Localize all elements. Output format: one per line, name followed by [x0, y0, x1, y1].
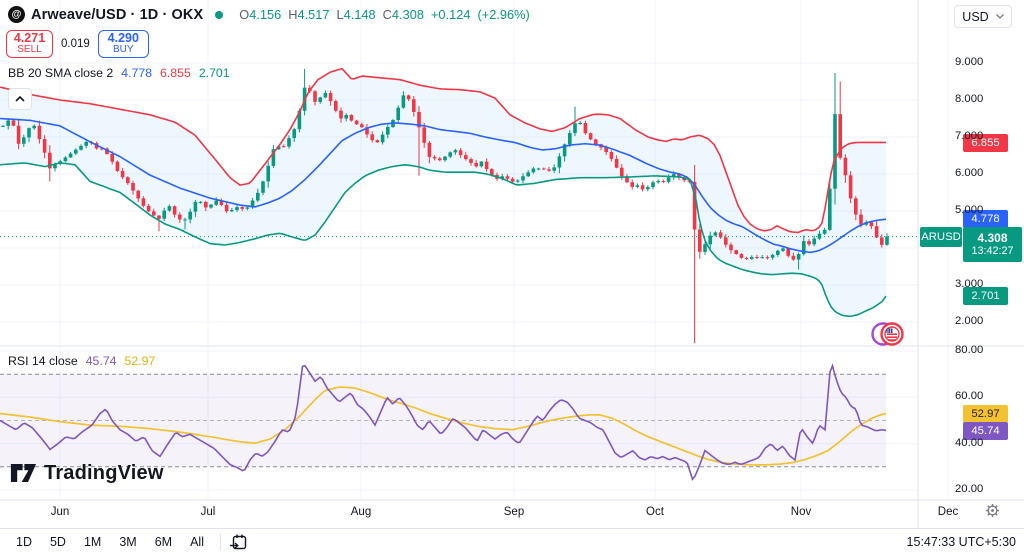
rsi-axis-label: 40.00: [955, 437, 984, 449]
rsi-ma-value: 52.97: [124, 354, 156, 368]
tradingview-watermark[interactable]: TradingView: [10, 461, 164, 485]
buy-label: BUY: [113, 44, 134, 56]
price-axis-label: 5.000: [955, 204, 984, 216]
high-value: 4.517: [297, 7, 330, 22]
buy-price: 4.290: [107, 31, 139, 46]
time-axis-label-dec: Dec: [937, 506, 959, 518]
buy-button[interactable]: 4.290 BUY: [97, 30, 149, 58]
last-price-axis-badge: 4.308 13:42:27: [963, 227, 1022, 262]
rsi-ma-axis-badge: 52.97: [963, 405, 1008, 423]
close-label: C: [382, 7, 392, 22]
rsi-label: RSI 14 close: [8, 354, 78, 368]
price-axis-label: 3.000: [955, 278, 984, 290]
rsi-axis-label: 80.00: [955, 344, 984, 356]
arweave-logo-icon: @: [8, 6, 25, 23]
symbol-axis-badge: ARUSD: [920, 227, 962, 247]
bar-countdown: 13:42:27: [971, 245, 1014, 258]
time-axis-label-nov: Nov: [790, 506, 812, 518]
bb-upper-axis-badge: 6.855: [963, 134, 1008, 152]
change-percent: (+2.96%): [477, 7, 530, 22]
open-label: O: [239, 7, 250, 22]
symbol-title[interactable]: Arweave/USD · 1D · OKX: [31, 6, 204, 23]
bb-basis-value: 4.778: [121, 66, 153, 80]
range-button-5d[interactable]: 5D: [49, 535, 66, 549]
time-axis-label-jun: Jun: [50, 506, 70, 518]
rsi-value: 45.74: [85, 354, 117, 368]
open-value: 4.156: [249, 7, 282, 22]
symbol-legend[interactable]: @ Arweave/USD · 1D · OKX O4.156 H4.517 L…: [8, 6, 530, 23]
time-axis-label-oct: Oct: [646, 506, 664, 518]
watermark-text: TradingView: [44, 461, 164, 484]
range-button-1d[interactable]: 1D: [16, 535, 32, 549]
market-status-dot[interactable]: [215, 10, 224, 19]
bb-label: BB 20 SMA close 2: [8, 66, 114, 80]
chevron-up-icon: [15, 96, 25, 102]
toolbar-divider: [220, 534, 221, 550]
low-value: 4.148: [343, 7, 376, 22]
low-label: L: [336, 7, 344, 22]
goto-date-icon: [230, 534, 247, 549]
clock-timezone[interactable]: 15:47:33 UTC+5:30: [906, 535, 1016, 549]
range-button-6m[interactable]: 6M: [154, 535, 173, 549]
currency-selector[interactable]: USD: [954, 5, 1012, 28]
spread-value: 0.019: [61, 38, 90, 50]
economic-event-icon[interactable]: [869, 320, 909, 348]
time-axis-label-jul: Jul: [200, 506, 216, 518]
bb-indicator-legend[interactable]: BB 20 SMA close 2 4.778 6.855 2.701: [8, 66, 230, 80]
sell-price: 4.271: [13, 31, 46, 46]
rsi-axis-label: 60.00: [955, 390, 984, 402]
range-button-1m[interactable]: 1M: [83, 535, 102, 549]
sell-label: SELL: [17, 44, 42, 56]
price-axis-label: 2.000: [955, 315, 984, 327]
bb-basis-axis-badge: 4.778: [963, 210, 1008, 228]
ohlc-values: O4.156 H4.517 L4.148 C4.308 +0.124 (+2.9…: [239, 7, 530, 22]
bb-lower-value: 2.701: [198, 66, 230, 80]
price-axis-label: 8.000: [955, 93, 984, 105]
price-axis-label: 9.000: [955, 56, 984, 68]
sell-button[interactable]: 4.271 SELL: [6, 30, 53, 58]
goto-date-button[interactable]: [229, 533, 249, 552]
time-axis-label-sep: Sep: [503, 506, 525, 518]
chevron-down-icon: [995, 14, 1004, 19]
collapse-legend-button[interactable]: [8, 88, 32, 110]
range-button-all[interactable]: All: [190, 535, 204, 549]
currency-label: USD: [962, 9, 989, 24]
rsi-axis-badge: 45.74: [963, 422, 1008, 440]
time-axis-label-aug: Aug: [350, 506, 372, 518]
range-switcher: 1D 5D 1M 3M 6M All: [8, 533, 212, 551]
bottom-toolbar: 1D 5D 1M 3M 6M All 15:47:33 UTC+5:30: [0, 528, 1024, 555]
last-price-value: 4.308: [977, 230, 1008, 245]
rsi-indicator-legend[interactable]: RSI 14 close 45.74 52.97: [8, 354, 155, 368]
order-panel: 4.271 SELL 0.019 4.290 BUY: [6, 30, 149, 58]
bb-lower-axis-badge: 2.701: [963, 287, 1008, 305]
price-axis-label: 6.000: [955, 167, 984, 179]
bb-upper-value: 6.855: [160, 66, 191, 80]
rsi-axis-label: 20.00: [955, 483, 984, 495]
close-value: 4.308: [391, 7, 424, 22]
range-button-3m[interactable]: 3M: [119, 535, 137, 549]
price-axis-label: 7.000: [955, 130, 984, 142]
chart-canvas[interactable]: [0, 0, 1024, 528]
tradingview-logo-icon: [10, 464, 37, 482]
high-label: H: [288, 7, 298, 22]
gear-icon[interactable]: [985, 503, 1000, 518]
change-value: +0.124: [430, 7, 471, 22]
